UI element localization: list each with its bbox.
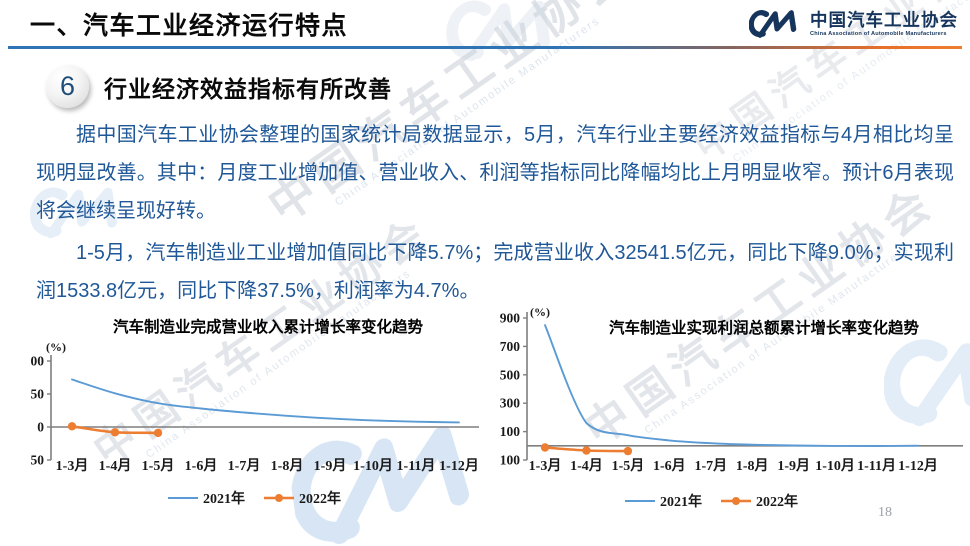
series-marker (67, 422, 77, 431)
chart-legend: 2021年 2022年 (168, 490, 341, 507)
y-tick-label: -100 (500, 453, 520, 468)
x-category-label: 1-10月 (353, 458, 393, 474)
body-text: 据中国汽车工业协会整理的国家统计局数据显示，5月，汽车行业主要经济效益指标与4月… (36, 116, 954, 310)
y-tick-label: 100 (30, 354, 44, 369)
logo-name-en: China Association of Automobile Manufact… (810, 30, 947, 37)
legend-label: 2021年 (660, 493, 702, 510)
section-number-badge: 6 (46, 65, 89, 108)
chart-title: 汽车制造业实现利润总额累计增长率变化趋势 (609, 318, 920, 337)
x-category-label: 1-3月 (529, 458, 562, 474)
legend-marker-sample (275, 494, 283, 502)
y-tick-label: 50 (31, 387, 45, 402)
x-category-label: 1-11月 (857, 458, 896, 474)
chart-unit-label: (%) (46, 340, 66, 354)
x-category-label: 1-12月 (898, 458, 938, 474)
x-category-label: 1-4月 (99, 458, 132, 474)
x-category-label: 1-7月 (694, 458, 727, 474)
series-marker (540, 443, 550, 452)
series-marker (623, 446, 633, 456)
series-line-2021年 (71, 378, 460, 424)
chart-title: 汽车制造业完成营业收入累计增长率变化趋势 (113, 317, 424, 336)
paragraph-1: 据中国汽车工业协会整理的国家统计局数据显示，5月，汽车行业主要经济效益指标与4月… (36, 124, 954, 222)
section-title: 行业经济效益指标有所改善 (104, 75, 392, 102)
x-category-label: 1-9月 (777, 458, 810, 474)
x-category-label: 1-4月 (570, 458, 603, 474)
x-category-label: 1-9月 (314, 458, 347, 474)
legend-label: 2022年 (756, 493, 798, 510)
page-title: 一、汽车工业经济运行特点 (30, 12, 349, 40)
logo-name-cn: 中国汽车工业协会 (810, 10, 958, 31)
page-number: 18 (878, 505, 892, 520)
chart-legend: 2021年 2022年 (625, 493, 798, 510)
chart-profit-growth-trend: 汽车制造业实现利润总额累计增长率变化趋势 (%) 900 700 500 300 100 -1… (495, 305, 970, 546)
series-line-2021年 (544, 324, 919, 448)
series-marker (582, 446, 591, 455)
series-marker (153, 428, 163, 438)
section-heading: 6 行业经济效益指标有所改善 (46, 65, 392, 108)
y-tick-label: -50 (30, 453, 44, 468)
x-category-label: 1-8月 (736, 458, 769, 474)
y-tick-label: 0 (37, 420, 44, 435)
y-tick-label: 500 (500, 367, 520, 382)
x-category-label: 1-5月 (142, 458, 175, 474)
paragraph-2: 1-5月，汽车制造业工业增加值同比下降5.7%；完成营业收入32541.5亿元，… (36, 242, 954, 302)
series-marker (110, 428, 120, 437)
y-tick-label: 900 (500, 311, 520, 326)
cm-logo-icon (749, 7, 803, 41)
caam-logo: 中国汽车工业协会 China Association of Automobile… (749, 7, 958, 41)
x-category-label: 1-3月 (56, 458, 89, 474)
x-category-label: 1-6月 (185, 458, 218, 474)
chart-unit-label: (%) (530, 305, 550, 319)
x-category-label: 1-12月 (439, 458, 479, 474)
y-tick-label: 100 (500, 424, 520, 439)
x-category-label: 1-11月 (397, 458, 436, 474)
cm-watermark-icon (446, 0, 566, 68)
x-category-label: 1-7月 (228, 458, 261, 474)
legend-label: 2021年 (203, 490, 245, 507)
legend-marker-sample (732, 497, 740, 505)
logo-text: 中国汽车工业协会 China Association of Automobile… (810, 10, 958, 37)
legend-label: 2022年 (299, 490, 341, 507)
x-category-label: 1-10月 (815, 458, 855, 474)
x-category-label: 1-6月 (653, 458, 686, 474)
chart-revenue-growth-trend: 汽车制造业完成营业收入累计增长率变化趋势 (%)100 50 0 -50 1-3月 1-4月… (24, 312, 500, 546)
header-divider (8, 46, 962, 49)
y-tick-label: 300 (500, 396, 520, 411)
x-category-label: 1-8月 (271, 458, 304, 474)
y-tick-label: 700 (500, 339, 520, 354)
x-category-label: 1-5月 (612, 458, 645, 474)
